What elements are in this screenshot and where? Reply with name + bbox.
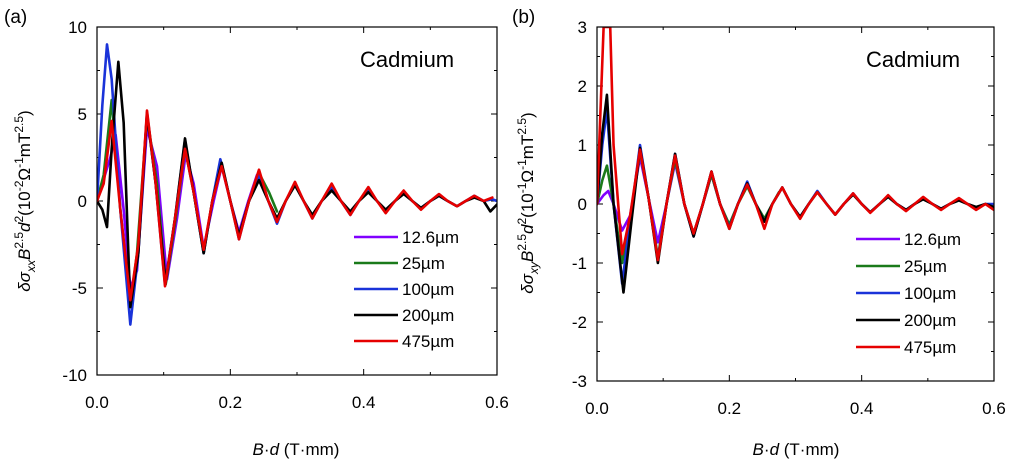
legend-entry: 100µm <box>402 280 454 299</box>
series-group <box>597 27 994 294</box>
x-tick-label: 0.6 <box>485 393 509 412</box>
panel-b: (b) -3 -2 -1 0 1 2 3 0.0 0.2 0.4 0.6 Cadmium 12.6µm 25… <box>512 7 1006 459</box>
panel-label: (a) <box>4 7 27 28</box>
x-tick-label: 0.4 <box>850 399 874 418</box>
x-tick-label: 0.2 <box>219 393 243 412</box>
x-tick-label: 0.0 <box>585 399 609 418</box>
plot-frame <box>96 26 498 376</box>
legend-entry: 200µm <box>904 311 956 330</box>
y-tick-label: -1 <box>572 254 587 273</box>
legend-entry: 200µm <box>402 306 454 325</box>
legend-entry: 25µm <box>904 257 947 276</box>
series-group <box>97 43 497 326</box>
x-axis-title: B·d (T·mm) <box>253 440 340 459</box>
y-tick-label: -3 <box>572 372 587 391</box>
y-tick-label: 3 <box>578 18 587 37</box>
x-axis-title: B·d (T·mm) <box>753 440 840 459</box>
y-tick-label: 10 <box>68 18 87 37</box>
legend-entry: 12.6µm <box>402 228 459 247</box>
material-annotation: Cadmium <box>360 47 454 72</box>
y-tick-label: 0 <box>578 195 587 214</box>
series-line <box>97 109 494 302</box>
series-line <box>597 27 994 262</box>
material-annotation: Cadmium <box>866 47 960 72</box>
panel-label: (b) <box>512 7 535 28</box>
legend-entry: 12.6µm <box>904 230 961 249</box>
panel-a: (a) -10 -5 0 5 10 0.0 0.2 0.4 0.6 Cadmium 12.6µm 25µ… <box>4 7 509 459</box>
x-tick-label: 0.6 <box>982 399 1006 418</box>
legend-entry: 100µm <box>904 284 956 303</box>
plot-frame <box>596 26 995 382</box>
x-tick-label: 0.4 <box>352 393 376 412</box>
y-tick-label: -10 <box>62 366 87 385</box>
y-axis-title: δσxxB2.5d2(10-2Ω-1mT2.5) <box>12 110 38 291</box>
y-tick-label: 2 <box>578 77 587 96</box>
x-tick-label: 0.2 <box>718 399 742 418</box>
legend-entry: 25µm <box>402 254 445 273</box>
y-axis-title: δσxyB2.5d2(10-1Ω-1mT2.5) <box>515 112 541 293</box>
y-tick-label: -2 <box>572 313 587 332</box>
y-tick-label: 5 <box>78 105 87 124</box>
legend-entry: 475µm <box>402 332 454 351</box>
y-tick-label: -5 <box>72 279 87 298</box>
y-tick-label: 0 <box>78 192 87 211</box>
y-tick-label: 1 <box>578 136 587 155</box>
legend-entry: 475µm <box>904 338 956 357</box>
x-tick-label: 0.0 <box>85 393 109 412</box>
